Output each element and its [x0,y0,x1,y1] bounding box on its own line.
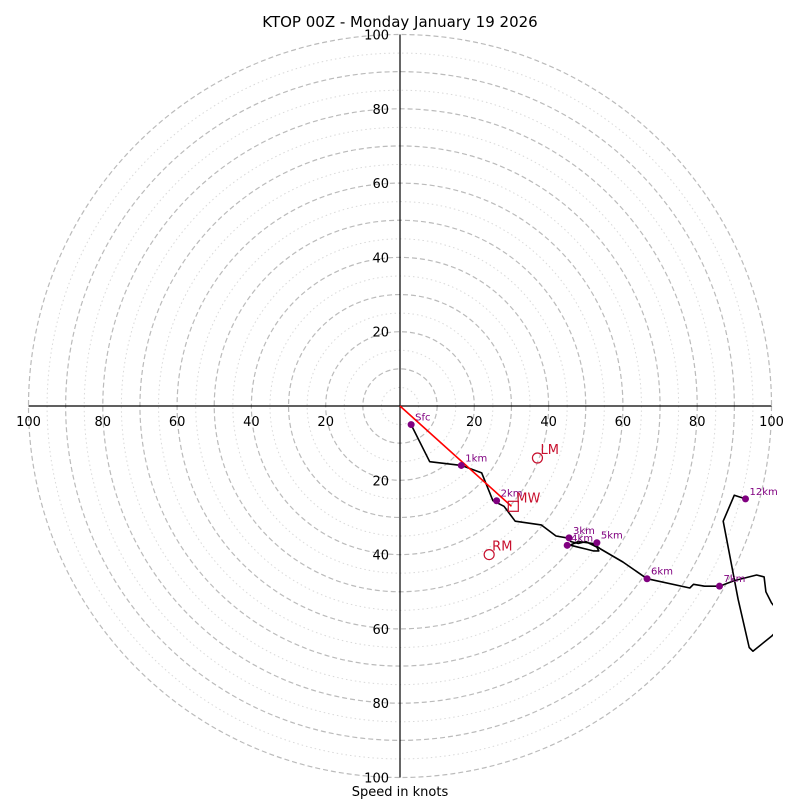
height-marker-label: 7km [723,574,745,585]
height-marker [593,539,601,547]
height-marker-label: 2km [501,489,523,500]
y-tick-label: 20 [372,474,389,489]
height-marker [715,582,723,590]
height-marker [407,421,415,429]
x-tick-label: 20 [317,415,334,430]
height-marker-label: 5km [601,531,623,542]
x-tick-label: 100 [16,415,41,430]
height-marker-label: 4km [571,533,593,544]
y-tick-label: 60 [372,177,389,192]
y-tick-label: 80 [372,697,389,712]
height-marker [741,495,749,503]
chart-title: KTOP 00Z - Monday January 19 2026 [262,13,537,31]
y-tick-label: 60 [372,623,389,638]
hodograph-trace [410,424,773,653]
height-marker [563,541,571,549]
x-tick-label: 80 [95,415,112,430]
x-tick-label: 60 [169,415,186,430]
x-tick-label: 60 [615,415,632,430]
y-tick-label: 40 [372,251,389,266]
height-marker [643,575,651,583]
storm-motion-marker [531,452,544,464]
height-marker [565,534,573,542]
x-axis-label: Speed in knots [352,785,449,800]
storm-motion-label: LM [540,443,558,458]
x-tick-label: 40 [243,415,260,430]
tick-labels: 100 80 60 40 20 20 40 60 80 100 20 40 60 80 100 20 40 60 8… [16,29,784,787]
storm-motion-marker [483,548,495,561]
height-marker-label: 12km [749,487,777,498]
y-tick-label: 20 [372,326,389,341]
storm-motion-marker [507,500,519,512]
x-tick-label: 20 [466,415,483,430]
storm-motion-label: RM [492,540,512,555]
height-marker [493,497,501,505]
shear-vector [399,405,512,507]
height-marker [457,461,465,469]
hodograph-trace-group [410,424,773,653]
y-tick-label: 100 [364,29,389,44]
height-marker-label: Sfc [415,413,430,424]
y-tick-label: 100 [364,772,389,787]
x-tick-label: 40 [540,415,557,430]
height-marker-label: 6km [651,567,673,578]
x-tick-label: 100 [759,415,784,430]
storm-motion-label: MW [516,491,540,506]
y-tick-label: 80 [372,103,389,118]
storm-motions: LM MW RM [483,443,559,561]
shear-vector-group [399,405,512,507]
x-tick-label: 80 [689,415,706,430]
height-marker-label: 3km [573,526,595,537]
height-marker-label: 1km [465,453,487,464]
y-tick-label: 40 [372,549,389,564]
